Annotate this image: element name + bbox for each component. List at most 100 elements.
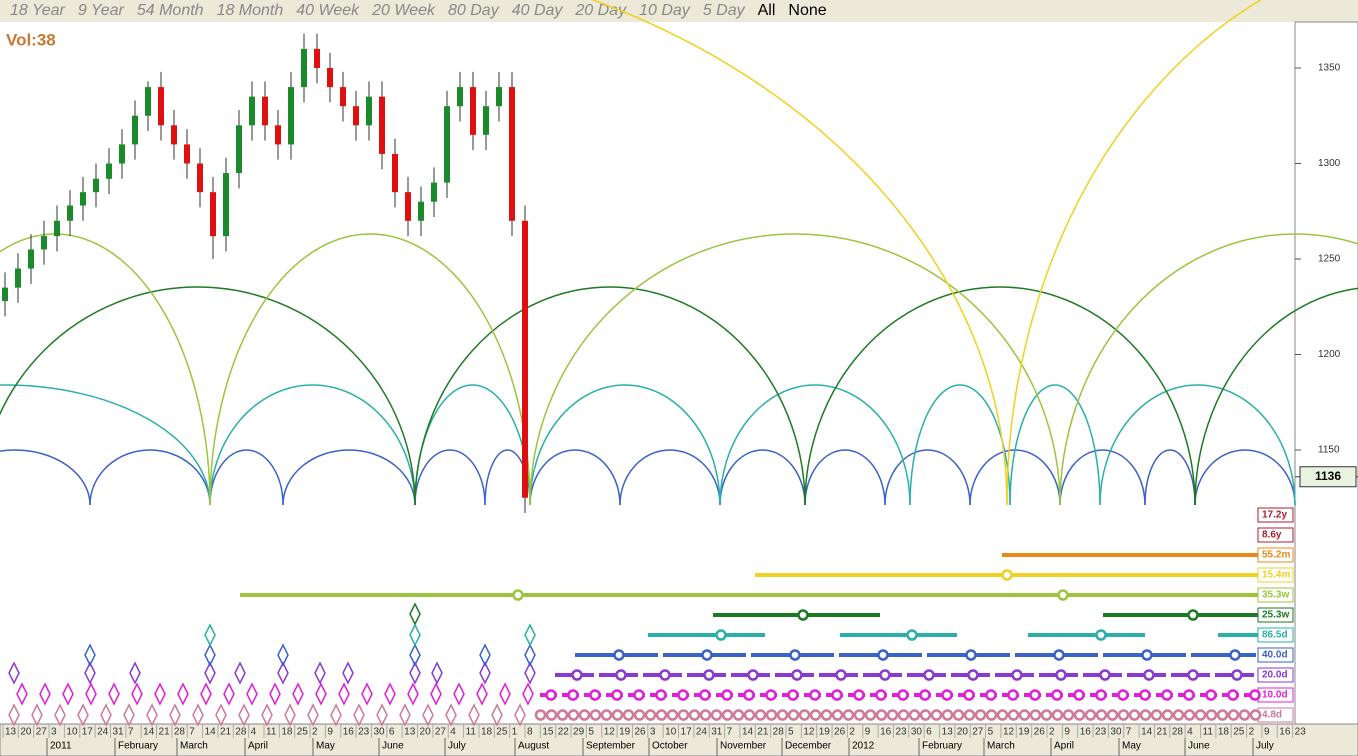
cycle-marker [923, 669, 935, 681]
toolbar-button[interactable]: 20 Day [574, 2, 627, 19]
day-label: 17 [681, 727, 693, 738]
cycle-marker [622, 709, 635, 721]
day-label: 19 [619, 727, 631, 738]
candle-body [2, 287, 8, 302]
day-label: 13 [5, 727, 17, 738]
month-label: 2011 [50, 741, 72, 752]
day-label: 4 [450, 727, 456, 738]
cycle-marker [919, 709, 932, 721]
cycle-arc [529, 233, 1061, 506]
cycle-marker [965, 649, 977, 661]
day-label: 24 [696, 727, 708, 738]
cycle-marker [1194, 709, 1207, 721]
cycle-diamond [154, 682, 166, 706]
cycle-diamond [376, 703, 388, 727]
toolbar-button[interactable]: 40 Day [512, 2, 564, 19]
toolbar-button[interactable]: 5 Day [703, 2, 746, 19]
day-label: 27 [36, 727, 48, 738]
cycle-diamond [476, 682, 488, 706]
cycle-marker [589, 689, 601, 701]
candle-body [509, 87, 515, 221]
cycle-marker [985, 709, 998, 721]
cycle-marker [967, 669, 979, 681]
day-label: 9 [1064, 727, 1070, 738]
cycle-marker [1216, 709, 1229, 721]
candle-body [301, 48, 307, 88]
cycle-diamond [223, 682, 235, 706]
toolbar-button[interactable]: 54 Month [137, 2, 204, 19]
cycle-marker [1095, 629, 1107, 641]
cycle-diamond [479, 661, 491, 685]
cycle-marker [765, 709, 778, 721]
cycle-marker [952, 709, 965, 721]
cycle-diamond [200, 682, 212, 706]
cycle-label-box [1257, 647, 1294, 663]
candle-body [119, 144, 125, 164]
day-label: 31 [711, 727, 723, 738]
cycle-marker [1205, 709, 1218, 721]
day-label: 12 [604, 727, 616, 738]
day-label: 9 [327, 727, 333, 738]
candle-body [262, 96, 268, 126]
cycle-diamond [246, 682, 258, 706]
day-label: 29 [573, 727, 585, 738]
cycle-marker [1249, 689, 1261, 701]
cycle-marker [688, 709, 701, 721]
toolbar-button[interactable]: 18 Year [10, 2, 66, 19]
price-axis [1294, 21, 1358, 725]
candle-body [522, 220, 528, 498]
cycle-marker [754, 709, 767, 721]
day-label: 26 [1034, 727, 1046, 738]
candle-body [145, 87, 151, 116]
cycle-diamond [330, 703, 342, 727]
last-price-label: 1136 [1315, 469, 1341, 483]
cycle-arc [719, 384, 911, 506]
cycle-arc [590, 0, 1008, 506]
cycle-marker [776, 709, 789, 721]
toolbar-button[interactable]: 10 Day [639, 2, 691, 19]
y-tick-label: 1350 [1318, 63, 1341, 74]
toolbar-button[interactable]: 40 Week [296, 2, 360, 19]
cycle-label-box [1257, 527, 1294, 543]
day-label: 5 [788, 727, 794, 738]
cycle-marker [699, 689, 711, 701]
candle-body [275, 125, 281, 145]
cycle-marker [831, 689, 843, 701]
candle-body [457, 87, 463, 107]
cycle-diamond [62, 682, 74, 706]
toolbar-button[interactable]: 20 Week [371, 2, 436, 19]
cycle-marker [578, 709, 591, 721]
volume-label: Vol:38 [6, 30, 56, 49]
day-label: 16 [1080, 727, 1092, 738]
cycle-diamond [204, 643, 216, 667]
cycle-diamond [353, 703, 365, 727]
day-label: 11 [466, 727, 477, 738]
cycle-marker [677, 689, 689, 701]
toolbar-button[interactable]: 18 Month [217, 2, 284, 19]
candle-body [67, 205, 73, 221]
day-label: 11 [1203, 727, 1214, 738]
day-label: 7 [189, 727, 195, 738]
toolbar-button[interactable]: 80 Day [448, 2, 500, 19]
toolbar-button[interactable]: 9 Year [78, 2, 125, 19]
cycle-marker [721, 709, 734, 721]
toolbar-button[interactable]: None [788, 2, 826, 19]
cycle-marker [1187, 609, 1199, 621]
month-label: July [448, 741, 466, 752]
toolbar-button[interactable]: All [758, 2, 776, 19]
cycle-marker [897, 709, 910, 721]
cycle-marker [1183, 709, 1196, 721]
day-label: 19 [1018, 727, 1030, 738]
cycle-arc [1059, 233, 1358, 506]
candle-body [405, 192, 411, 221]
cycle-marker [613, 649, 625, 661]
cycle-arc [414, 384, 531, 506]
cycle-diamond [307, 703, 319, 727]
day-label: 23 [895, 727, 907, 738]
cycle-diamond [169, 703, 181, 727]
candle-body [496, 87, 502, 107]
month-label: April [1054, 741, 1074, 752]
cycle-marker [666, 709, 679, 721]
day-label: 28 [773, 727, 785, 738]
cycle-arc [89, 449, 211, 506]
